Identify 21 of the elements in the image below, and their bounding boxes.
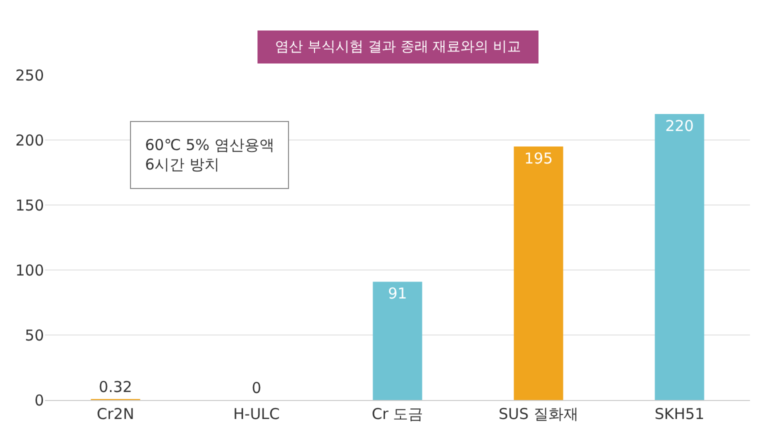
y-tick-label: 50 <box>24 326 44 344</box>
x-tick-label: H-ULC <box>233 405 280 423</box>
x-tick-label: Cr2N <box>96 405 134 423</box>
x-tick-label: SKH51 <box>654 405 704 423</box>
y-tick-label: 200 <box>15 131 44 150</box>
x-tick-label: Cr 도금 <box>372 405 424 423</box>
bar <box>654 114 704 400</box>
data-label: 220 <box>665 117 694 135</box>
chart-title: 염산 부식시험 결과 종래 재료와의 비교 <box>266 39 530 55</box>
y-tick-label: 150 <box>15 196 44 214</box>
data-label: 91 <box>388 284 408 303</box>
data-label: 0.32 <box>98 378 132 396</box>
data-label: 195 <box>524 150 553 168</box>
y-tick-label: 250 <box>15 66 44 84</box>
bar <box>514 146 564 400</box>
x-tick-label: SUS 질화재 <box>498 405 578 423</box>
y-tick-label: 100 <box>15 261 44 280</box>
bar <box>372 282 422 400</box>
annotation: 60℃ 5% 염산용액 6시간 방치 <box>145 136 274 174</box>
data-label: 0 <box>252 379 262 397</box>
y-tick-label: 0 <box>34 391 44 410</box>
